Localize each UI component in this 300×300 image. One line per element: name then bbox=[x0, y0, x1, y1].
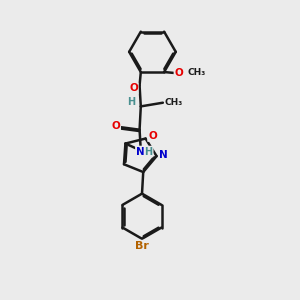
Text: H: H bbox=[128, 97, 136, 107]
Text: O: O bbox=[175, 68, 183, 78]
Text: O: O bbox=[129, 83, 138, 94]
Text: CH₃: CH₃ bbox=[188, 68, 206, 77]
Text: O: O bbox=[148, 131, 157, 141]
Text: N: N bbox=[159, 150, 168, 160]
Text: H: H bbox=[145, 146, 153, 157]
Text: Br: Br bbox=[135, 241, 149, 251]
Text: N: N bbox=[136, 146, 145, 157]
Text: CH₃: CH₃ bbox=[165, 98, 183, 107]
Text: O: O bbox=[111, 121, 120, 131]
